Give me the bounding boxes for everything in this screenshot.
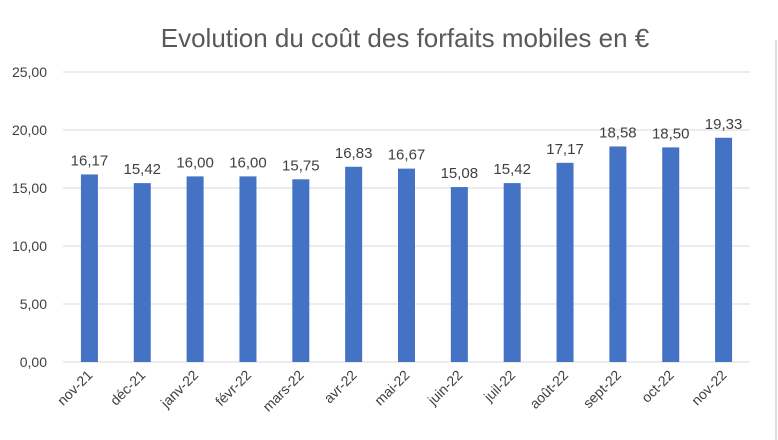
y-tick-label: 0,00 bbox=[20, 354, 47, 370]
data-labels: 16,17 15,42 16,00 16,00 15,75 16,83 16,67 15,08… bbox=[71, 116, 743, 182]
data-label: 15,75 bbox=[282, 157, 320, 174]
y-tick-label: 5,00 bbox=[20, 296, 47, 312]
data-label: 15,08 bbox=[441, 165, 479, 182]
bar bbox=[503, 183, 521, 362]
y-axis-ticks: 0,00 5,00 10,00 15,00 20,00 25,00 bbox=[12, 64, 47, 370]
bar bbox=[398, 168, 415, 362]
data-label: 18,50 bbox=[652, 125, 690, 142]
y-tick-label: 25,00 bbox=[12, 64, 47, 80]
bar bbox=[133, 183, 151, 362]
y-tick-label: 20,00 bbox=[12, 122, 47, 138]
y-tick-label: 10,00 bbox=[12, 238, 47, 254]
data-label: 18,58 bbox=[599, 124, 637, 141]
x-tick-label: nov-21 bbox=[54, 367, 96, 409]
bar bbox=[80, 174, 98, 362]
bar bbox=[556, 162, 574, 362]
data-label: 19,33 bbox=[705, 116, 743, 133]
x-tick-label: janv-22 bbox=[157, 367, 202, 412]
bar bbox=[345, 166, 363, 362]
x-tick-label: juin-22 bbox=[424, 367, 466, 409]
bar bbox=[186, 176, 204, 362]
x-tick-label: mars-22 bbox=[259, 367, 307, 415]
y-tick-label: 15,00 bbox=[12, 180, 47, 196]
x-tick-label: août-22 bbox=[526, 367, 571, 412]
bar bbox=[609, 146, 627, 362]
x-tick-label: mai-22 bbox=[371, 367, 413, 409]
bar bbox=[239, 176, 257, 362]
x-tick-label: sept-22 bbox=[580, 367, 624, 411]
bar bbox=[715, 137, 733, 362]
data-label: 16,00 bbox=[176, 154, 214, 171]
x-tick-label: juil-22 bbox=[480, 367, 519, 406]
bar bbox=[450, 187, 468, 362]
x-tick-label: avr-22 bbox=[320, 367, 360, 407]
data-label: 15,42 bbox=[493, 161, 531, 178]
x-axis-ticks: nov-21 déc-21 janv-22 févr-22 mars-22 avr-22 m… bbox=[54, 367, 730, 415]
data-label: 17,17 bbox=[546, 141, 584, 158]
data-label: 16,83 bbox=[335, 145, 373, 162]
x-tick-label: déc-21 bbox=[107, 367, 149, 409]
bar bbox=[662, 147, 680, 362]
x-tick-label: févr-22 bbox=[212, 367, 254, 409]
data-label: 16,00 bbox=[229, 154, 267, 171]
bar bbox=[292, 179, 310, 362]
data-label: 16,67 bbox=[388, 147, 426, 164]
bars bbox=[80, 137, 733, 362]
x-tick-label: nov-22 bbox=[688, 367, 730, 409]
chart-title: Evolution du coût des forfaits mobiles e… bbox=[161, 23, 650, 53]
x-tick-label: oct-22 bbox=[638, 367, 677, 406]
data-label: 15,42 bbox=[123, 161, 161, 178]
data-label: 16,17 bbox=[71, 152, 109, 169]
